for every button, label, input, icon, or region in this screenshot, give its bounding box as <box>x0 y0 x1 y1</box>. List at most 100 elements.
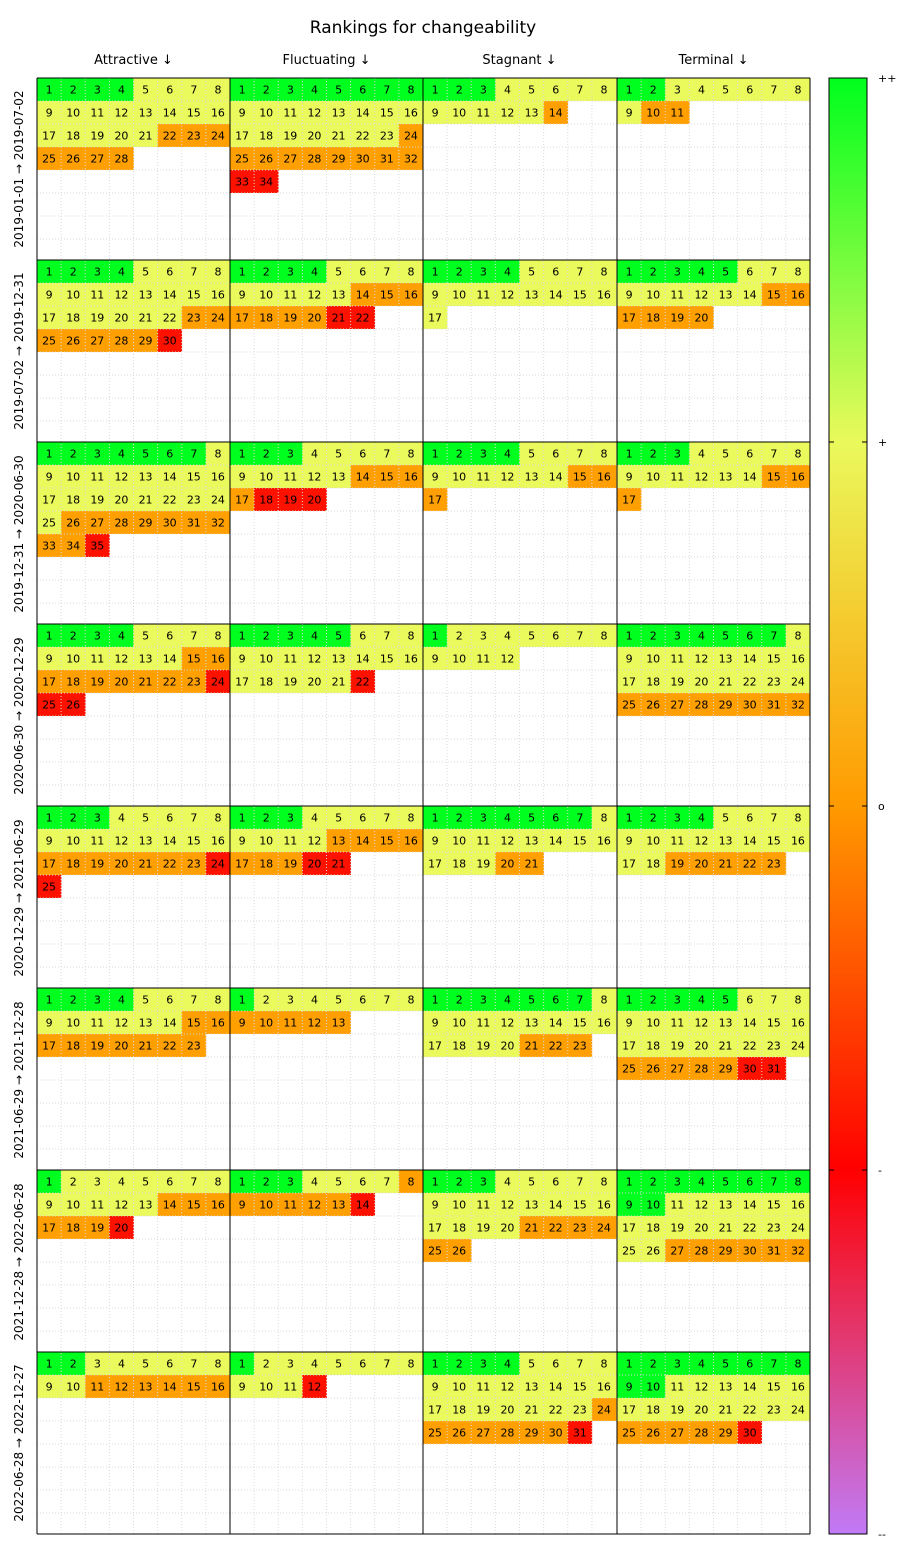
rank-cell <box>423 1421 448 1444</box>
rank-cell <box>85 988 110 1011</box>
rank-number: 7 <box>770 266 777 279</box>
rank-number: 23 <box>187 494 201 507</box>
rank-number: 1 <box>626 84 633 97</box>
rank-number: 3 <box>287 266 294 279</box>
rank-number: 12 <box>114 1017 128 1030</box>
rank-number: 10 <box>66 835 80 848</box>
rank-number: 19 <box>283 130 297 143</box>
rank-cell <box>471 1170 496 1193</box>
rank-cell <box>205 306 231 329</box>
rank-cell <box>641 1421 666 1444</box>
rank-number: 6 <box>552 448 559 461</box>
rank-cell <box>471 260 496 283</box>
rank-cell <box>495 624 520 647</box>
rank-number: 9 <box>239 107 246 120</box>
rank-cell <box>737 260 763 283</box>
rank-number: 11 <box>90 1199 104 1212</box>
rank-number: 4 <box>311 994 318 1007</box>
rank-cell <box>591 442 617 465</box>
rank-number: 16 <box>791 1381 805 1394</box>
rank-number: 3 <box>287 1358 294 1371</box>
rank-cell <box>785 442 811 465</box>
rank-cell <box>423 1375 448 1398</box>
rank-cell <box>665 260 690 283</box>
rank-number: 30 <box>163 517 177 530</box>
rank-cell <box>109 988 134 1011</box>
rank-cell <box>374 101 400 124</box>
rank-number: 7 <box>190 1176 197 1189</box>
rank-number: 4 <box>698 994 705 1007</box>
rank-cell <box>230 852 255 875</box>
rank-number: 17 <box>235 494 249 507</box>
rank-cell <box>641 988 666 1011</box>
rank-cell <box>278 465 303 488</box>
rank-number: 10 <box>646 107 660 120</box>
rank-cell <box>230 260 255 283</box>
rank-cell <box>519 1170 544 1193</box>
rank-cell <box>447 1421 472 1444</box>
rank-cell <box>85 260 110 283</box>
rank-cell <box>205 1375 231 1398</box>
rank-number: 4 <box>311 84 318 97</box>
rank-number: 6 <box>166 994 173 1007</box>
rank-number: 26 <box>646 1063 660 1076</box>
rank-cell <box>157 78 183 101</box>
rank-cell <box>737 1398 763 1421</box>
rank-cell <box>278 101 303 124</box>
rank-number: 1 <box>46 1358 53 1371</box>
rank-number: 13 <box>139 107 153 120</box>
rank-cell <box>567 78 593 101</box>
rank-number: 10 <box>646 1199 660 1212</box>
rank-number: 19 <box>283 494 297 507</box>
rank-number: 11 <box>476 107 490 120</box>
rank-number: 6 <box>359 1176 366 1189</box>
rank-cell <box>495 1421 520 1444</box>
rank-cell <box>423 1011 448 1034</box>
rank-cell <box>37 124 62 147</box>
rank-cell <box>205 124 231 147</box>
rank-number: 4 <box>504 84 511 97</box>
rank-number: 25 <box>42 881 56 894</box>
rank-cell <box>689 693 714 716</box>
rank-cell <box>713 283 738 306</box>
rank-cell <box>447 1011 472 1034</box>
rank-cell <box>641 806 666 829</box>
rank-number: 24 <box>597 1222 611 1235</box>
rank-cell <box>617 1034 642 1057</box>
rank-cell <box>278 1375 303 1398</box>
rank-number: 12 <box>114 1381 128 1394</box>
rank-cell <box>302 442 327 465</box>
rank-number: 6 <box>746 448 753 461</box>
rank-number: 9 <box>432 1017 439 1030</box>
rank-cell <box>133 101 158 124</box>
rank-cell <box>37 670 62 693</box>
rank-cell <box>567 283 593 306</box>
rank-number: 10 <box>646 835 660 848</box>
rank-cell <box>761 442 787 465</box>
rank-number: 12 <box>694 471 708 484</box>
rank-cell <box>567 1170 593 1193</box>
rank-number: 3 <box>287 812 294 825</box>
rank-number: 21 <box>139 1040 153 1053</box>
rank-number: 11 <box>670 471 684 484</box>
rank-cell <box>37 260 62 283</box>
rank-cell <box>278 988 303 1011</box>
rank-cell <box>423 306 448 329</box>
rank-number: 24 <box>791 1040 805 1053</box>
rank-number: 20 <box>114 1222 128 1235</box>
rank-number: 6 <box>359 630 366 643</box>
rank-number: 13 <box>719 653 733 666</box>
rank-cell <box>230 988 255 1011</box>
rank-number: 16 <box>791 1017 805 1030</box>
rank-number: 17 <box>235 676 249 689</box>
rank-cell <box>157 829 183 852</box>
rank-number: 3 <box>287 448 294 461</box>
rank-cell <box>737 1216 763 1239</box>
rank-number: 28 <box>694 1245 708 1258</box>
rank-cell <box>519 1034 544 1057</box>
rank-cell <box>689 260 714 283</box>
rank-number: 12 <box>307 471 321 484</box>
rank-number: 7 <box>190 994 197 1007</box>
rank-cell <box>761 693 787 716</box>
rank-cell <box>713 1375 738 1398</box>
